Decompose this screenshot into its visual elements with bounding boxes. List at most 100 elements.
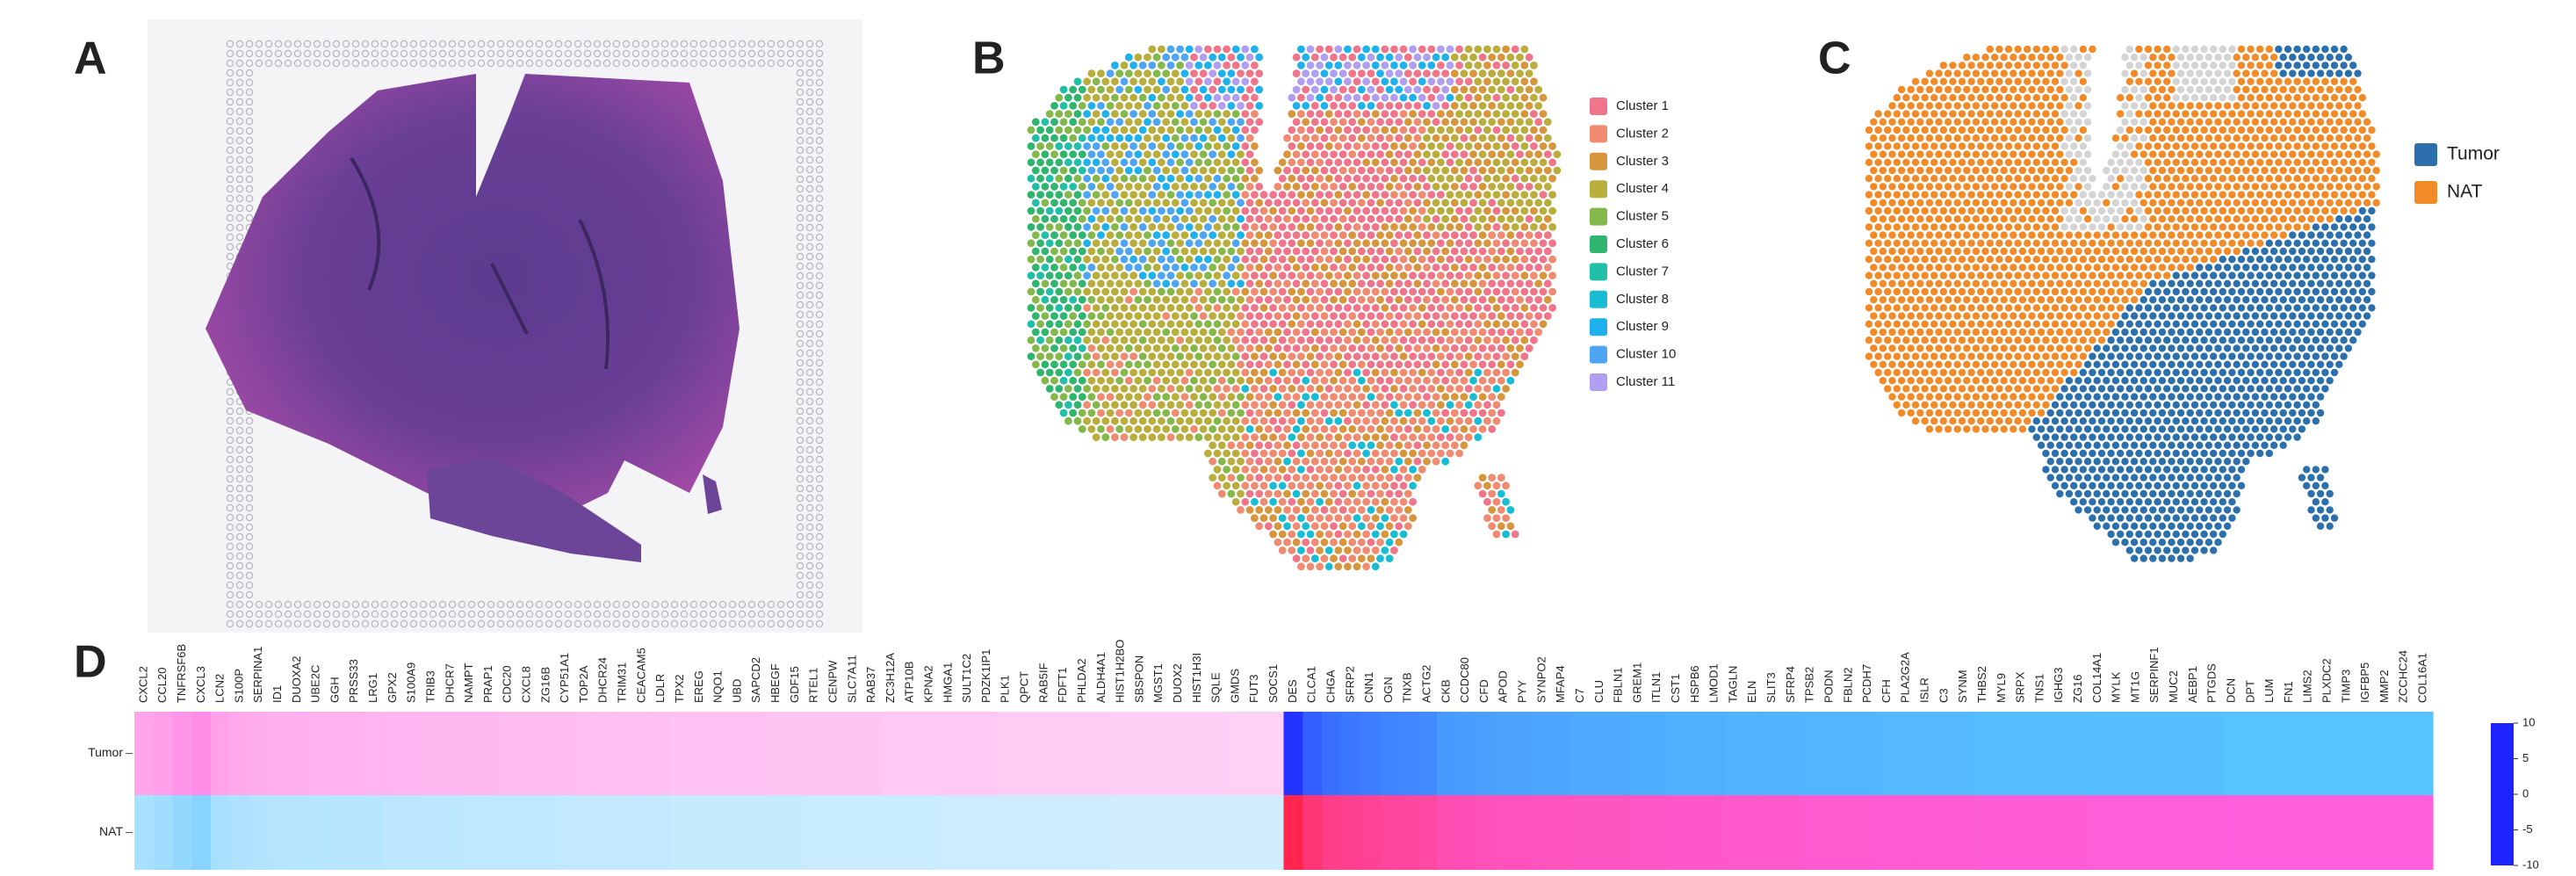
spot: [1479, 409, 1487, 417]
spot: [1507, 183, 1515, 191]
spot: [2289, 119, 2296, 126]
spot: [1512, 142, 1519, 150]
spot: [2200, 175, 2207, 182]
spot: [1139, 320, 1147, 328]
spot: [1093, 191, 1100, 199]
spot: [2331, 78, 2338, 85]
spot: [1479, 215, 1487, 223]
spot: [1237, 329, 1245, 337]
spot: [2359, 256, 2366, 263]
spot: [1181, 199, 1189, 206]
spot: [1158, 385, 1165, 393]
spot: [1404, 54, 1412, 62]
spot: [1940, 191, 1947, 198]
spot: [1046, 271, 1054, 279]
spot: [2145, 223, 2152, 230]
spot: [1167, 127, 1175, 134]
spot: [2228, 256, 2235, 263]
spot: [1474, 417, 1482, 425]
spot: [2280, 231, 2287, 238]
spot: [1060, 231, 1068, 239]
spot: [1548, 207, 1556, 215]
spot: [1414, 134, 1422, 142]
spot: [1204, 191, 1212, 199]
spot: [2140, 167, 2147, 174]
spot: [1246, 474, 1254, 481]
spot: [1981, 199, 1988, 206]
spot: [1386, 86, 1394, 94]
spot: [2019, 199, 2026, 206]
spot: [1214, 481, 1222, 489]
spot: [1214, 207, 1222, 215]
spot: [1088, 248, 1096, 256]
spot: [1121, 207, 1129, 215]
spot: [2168, 102, 2175, 109]
spot: [1028, 271, 1035, 279]
spot: [1400, 288, 1408, 296]
spot: [1497, 474, 1505, 481]
spot: [2052, 159, 2059, 166]
spot: [1367, 539, 1375, 547]
spot: [1232, 127, 1240, 134]
spot: [1409, 62, 1417, 69]
spot: [2066, 167, 2073, 174]
spot: [1050, 134, 1058, 142]
spot: [1469, 248, 1477, 256]
spot: [1144, 279, 1151, 287]
spot: [1358, 393, 1366, 401]
spot: [2014, 142, 2021, 149]
spot: [1367, 312, 1375, 320]
spot: [1427, 369, 1435, 377]
spot: [1060, 150, 1068, 158]
spot: [2317, 54, 2324, 61]
spot: [1461, 425, 1468, 433]
spot: [1316, 401, 1324, 409]
spot: [2219, 94, 2226, 101]
spot: [1181, 329, 1189, 337]
spot: [1376, 554, 1384, 562]
spot: [1297, 175, 1305, 183]
spot: [1176, 77, 1184, 85]
spot: [1465, 207, 1473, 215]
spot: [2293, 142, 2300, 149]
spot: [1404, 344, 1412, 352]
spot: [1935, 119, 1942, 126]
spot: [1032, 248, 1040, 256]
spot: [2256, 175, 2263, 182]
spot: [1330, 264, 1338, 271]
spot: [1344, 369, 1352, 377]
spot: [1884, 142, 1891, 149]
spot: [1083, 142, 1091, 150]
spot: [2242, 231, 2249, 238]
spot: [1544, 134, 1552, 142]
spot: [1274, 409, 1282, 417]
spot: [1404, 167, 1412, 175]
spot: [1032, 215, 1040, 223]
spot: [1237, 377, 1245, 385]
spot: [2354, 86, 2361, 93]
spot: [1469, 329, 1477, 337]
spot: [1945, 102, 1952, 109]
spot: [1507, 54, 1515, 62]
spot: [1125, 425, 1133, 433]
spot: [2228, 62, 2235, 69]
spot: [1376, 134, 1384, 142]
spot: [1079, 248, 1086, 256]
spot: [1447, 46, 1454, 54]
spot: [1181, 296, 1189, 304]
spot: [1181, 54, 1189, 62]
spot: [1129, 207, 1137, 215]
spot: [1293, 458, 1301, 466]
spot: [1894, 175, 1901, 182]
spot: [1093, 142, 1100, 150]
spot: [2317, 102, 2324, 109]
spot: [1469, 425, 1477, 433]
spot: [1209, 409, 1216, 417]
spot: [2010, 102, 2017, 109]
spot: [1107, 118, 1115, 126]
spot: [1339, 344, 1347, 352]
spot: [1390, 77, 1398, 85]
spot: [1265, 329, 1273, 337]
spot: [1223, 239, 1230, 247]
spot: [1967, 62, 1974, 69]
